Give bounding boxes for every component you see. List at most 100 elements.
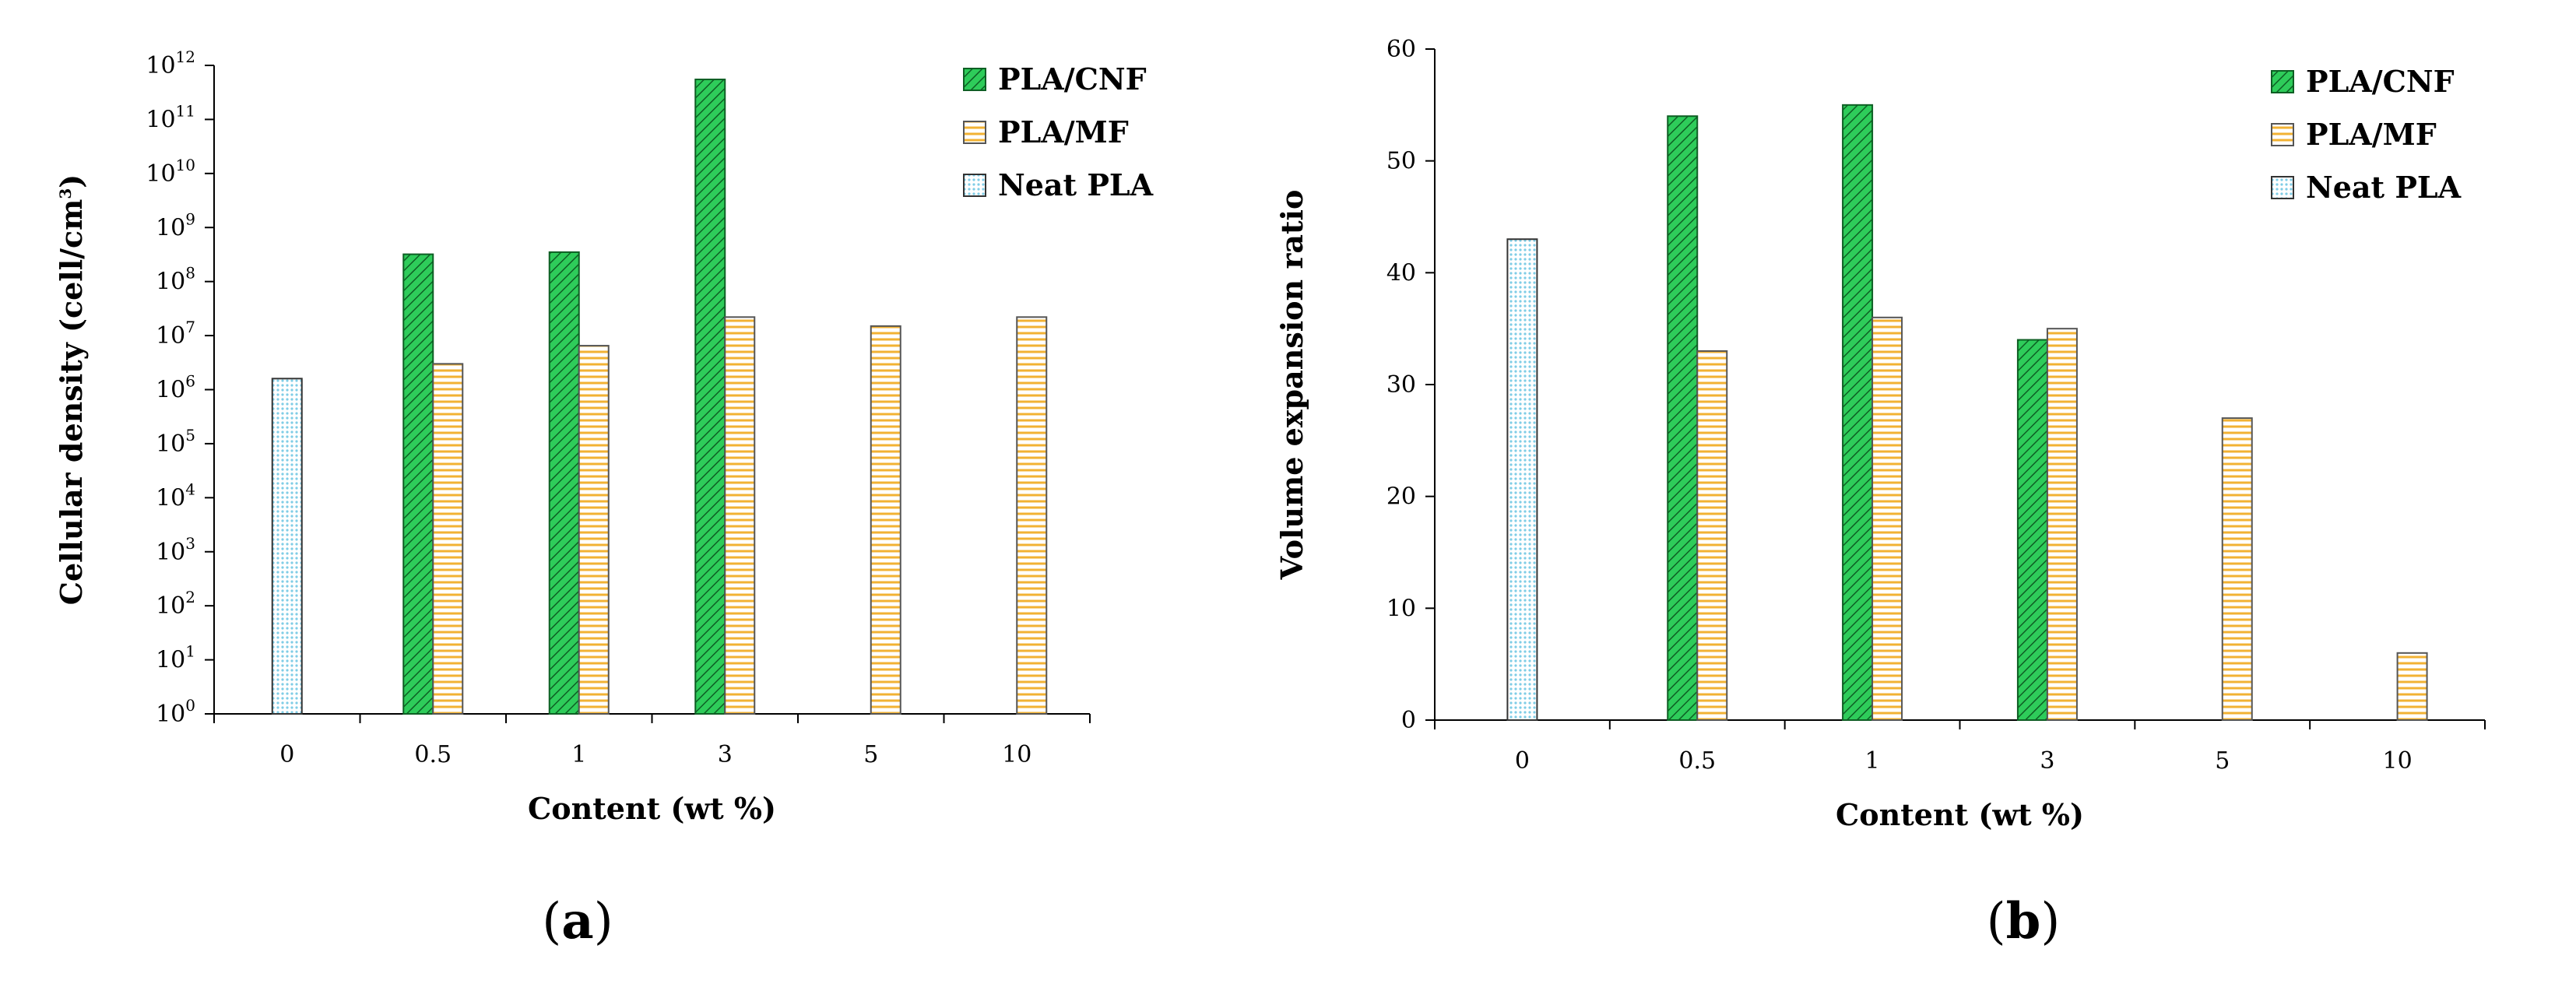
y-tick-base: 10 (156, 647, 185, 674)
x-axis-title: Content (wt %) (528, 791, 776, 826)
bar-mf-5 (870, 325, 901, 715)
panel-label-close: ) (2040, 893, 2060, 951)
y-tick-label: 100 (156, 696, 195, 728)
bar-mf-1 (1871, 316, 1903, 721)
y-tick-label: 102 (156, 588, 195, 620)
y-tick-label: 60 (1386, 36, 1416, 63)
y-tick-label: 104 (156, 480, 195, 511)
y-tick-base: 10 (156, 322, 185, 350)
bar-cnf-0_5 (1667, 115, 1699, 721)
x-tick-label: 3 (718, 741, 733, 768)
legend-label-cnf: PLA/CNF (998, 62, 1147, 97)
legend-swatch-mf (963, 121, 986, 144)
x-tick-label: 10 (2382, 747, 2412, 775)
bar-cnf-3 (694, 79, 726, 715)
y-tick-label: 103 (156, 534, 195, 566)
bar-cnf-0_5 (402, 253, 434, 715)
y-tick-exponent: 7 (185, 318, 195, 336)
y-tick-label: 40 (1386, 259, 1416, 286)
y-axis-title-sup: 3 (56, 188, 75, 199)
legend-swatch-cnf (2271, 70, 2294, 93)
y-tick-label: 109 (156, 209, 195, 241)
x-tick-label: 1 (1865, 747, 1880, 775)
y-axis-title-text: Volume expansion ratio (1274, 190, 1309, 581)
bar-neat-0 (1506, 238, 1538, 721)
legend-swatch-cnf (963, 68, 986, 91)
y-tick-base: 10 (156, 214, 185, 241)
legend-label-cnf: PLA/CNF (2306, 64, 2455, 99)
y-tick-label: 1011 (146, 101, 195, 133)
panel-label: (a) (542, 892, 613, 951)
y-tick-base: 10 (156, 377, 185, 404)
y-tick-exponent: 2 (185, 588, 195, 606)
y-tick-base: 10 (156, 484, 185, 511)
y-tick-base: 10 (156, 430, 185, 458)
y-tick-label: 101 (156, 642, 195, 674)
bar-mf-10 (1016, 316, 1048, 715)
panel-label-open: ( (1987, 893, 2006, 951)
bar-neat-0 (271, 378, 303, 715)
panel-label-letter: a (561, 892, 593, 951)
y-tick-label: 30 (1386, 371, 1416, 399)
y-tick-exponent: 10 (176, 156, 195, 174)
y-axis-title: Cellular density (cell/cm3) (54, 174, 89, 606)
y-tick-label: 1010 (146, 156, 195, 188)
x-tick-label: 1 (571, 741, 586, 768)
y-tick-base: 10 (156, 269, 185, 296)
x-tick-label: 0 (279, 741, 294, 768)
y-tick-label: 1012 (146, 47, 195, 79)
y-tick-exponent: 11 (176, 101, 195, 120)
y-tick-exponent: 8 (185, 264, 195, 283)
x-tick-label: 0 (1515, 747, 1530, 775)
y-tick-exponent: 5 (185, 426, 195, 445)
y-tick-label: 105 (156, 426, 195, 458)
y-tick-label: 0 (1401, 707, 1416, 734)
y-tick-label: 50 (1386, 148, 1416, 175)
legend-label-mf: PLA/MF (998, 114, 1129, 149)
bar-mf-3 (2046, 328, 2078, 721)
y-tick-label: 107 (156, 318, 195, 350)
bar-cnf-1 (1842, 104, 1874, 722)
y-tick-label: 10 (1386, 595, 1416, 622)
y-tick-exponent: 1 (185, 642, 195, 661)
x-axis-title: Content (wt %) (1836, 797, 2084, 832)
y-tick-label: 108 (156, 264, 195, 296)
x-tick-label: 5 (863, 741, 878, 768)
legend-swatch-neat (963, 174, 986, 197)
legend-label-neat: Neat PLA (2306, 170, 2462, 205)
panel-b-chart: 0 10 20 30 40 50 60 0 0.5 1 3 5 10 Content (wt %) Volu… (1274, 36, 2486, 951)
legend-label-mf: PLA/MF (2306, 117, 2437, 152)
legend-label-neat: Neat PLA (998, 167, 1154, 202)
panel-label: (b) (1987, 892, 2061, 951)
y-tick-exponent: 3 (185, 534, 195, 553)
bar-mf-1 (578, 345, 610, 715)
y-tick-base: 10 (146, 106, 175, 133)
bar-mf-10 (2396, 652, 2428, 721)
bar-mf-5 (2221, 417, 2253, 721)
y-tick-base: 10 (156, 539, 185, 566)
y-tick-base: 10 (156, 701, 185, 728)
x-tick-label: 3 (2040, 747, 2054, 775)
bar-mf-0_5 (1696, 350, 1728, 721)
y-axis-title-text: Cellular density (cell/cm (54, 199, 89, 606)
panel-a-chart: 1001011021031041051061071081091010101110… (54, 47, 1154, 951)
y-tick-exponent: 4 (185, 480, 195, 498)
x-tick-label: 10 (1002, 741, 1031, 768)
panel-label-open: ( (542, 893, 561, 951)
x-tick-label: 0.5 (1678, 747, 1716, 775)
y-tick-exponent: 6 (185, 372, 195, 391)
panel-label-close: ) (594, 893, 613, 951)
bar-mf-0_5 (432, 363, 464, 715)
y-tick-base: 10 (146, 160, 175, 188)
y-axis-title: Volume expansion ratio (1274, 190, 1309, 581)
x-tick-label: 0.5 (414, 741, 452, 768)
legend-swatch-neat (2271, 176, 2294, 199)
y-tick-base: 10 (156, 592, 185, 620)
y-tick-exponent: 9 (185, 209, 195, 228)
y-tick-base: 10 (146, 52, 175, 79)
bar-mf-3 (724, 316, 756, 715)
y-tick-label: 20 (1386, 483, 1416, 511)
panel-label-letter: b (2006, 892, 2041, 951)
y-tick-label: 106 (156, 372, 195, 404)
